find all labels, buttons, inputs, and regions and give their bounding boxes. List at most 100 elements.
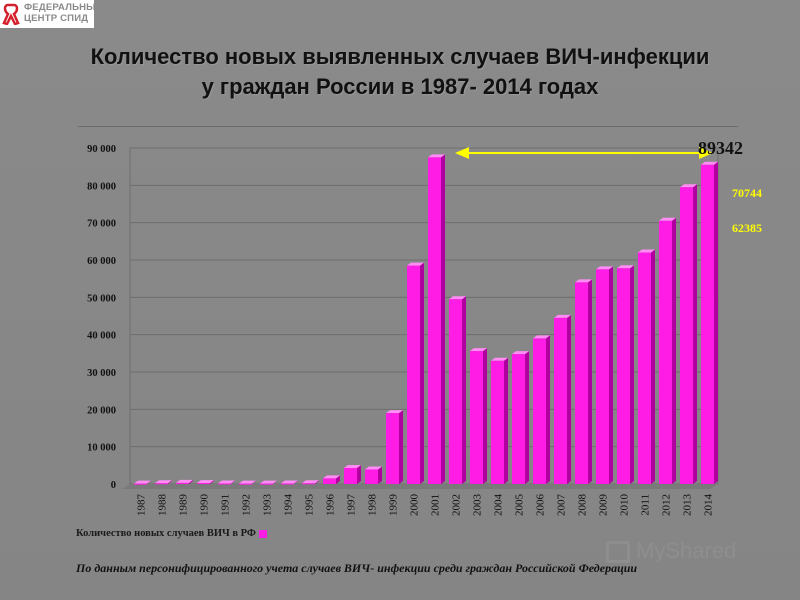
bar-top [259,480,278,484]
bar-side [504,357,509,484]
bar-side [567,314,572,484]
bar-top [616,265,635,269]
y-tick-label: 40 000 [87,331,116,342]
x-tick-label: 2004 [493,494,505,517]
bar [406,265,421,484]
bar-side [252,480,257,484]
y-axis-ticks: 0 10 000 20 000 30 000 40 000 50 000 60 000 70 … [87,144,116,491]
bar-top [700,161,719,165]
bar-side [294,480,299,484]
bar [364,469,379,484]
source-note: По данным персонифицированного учета слу… [76,561,638,575]
x-tick-label: 2002 [451,494,463,516]
bars [133,154,719,485]
title-line1: Количество новых выявленных случаев ВИЧ-… [90,44,710,69]
bar [280,483,295,485]
bar [427,157,442,485]
bar-top [385,410,404,414]
bar-top [658,217,677,221]
x-tick-label: 2012 [661,494,673,516]
bar-top [679,184,698,188]
bar-side [588,279,593,484]
bar-side [693,184,698,484]
bar-side [483,348,488,484]
bar [595,269,610,484]
annotations: 89342 70744 62385 [455,138,762,235]
bar-top [532,335,551,339]
x-tick-label: 2014 [703,494,715,517]
watermark-icon [606,541,630,564]
bar [259,483,274,485]
logo-text: ФЕДЕРАЛЬНЫЙ ЦЕНТР СПИД [24,2,103,24]
x-tick-label: 1989 [178,494,190,517]
bar [616,268,631,484]
y-tick-label: 50 000 [87,293,116,304]
bar-side [462,296,467,484]
bar-side [525,351,530,484]
bar-top [364,466,383,470]
bar-top [343,464,362,468]
bar [301,483,316,485]
x-tick-label: 2013 [682,494,694,517]
bar-top [553,314,572,318]
bar-side [420,262,425,484]
bar [574,282,589,484]
x-tick-label: 1996 [325,494,337,517]
bar-top [490,357,509,361]
title-divider [78,126,738,127]
bar-top [469,348,488,352]
bar [133,483,148,485]
bar-top [217,480,236,484]
bar-side [630,265,635,484]
bar-side [672,217,677,485]
bar [448,299,463,484]
x-tick-label: 2005 [514,494,526,517]
x-tick-label: 1991 [220,494,232,516]
bar-top [574,279,593,283]
logo: ФЕДЕРАЛЬНЫЙ ЦЕНТР СПИД [0,0,103,28]
red-ribbon-icon [2,3,20,25]
y-tick-label: 30 000 [87,368,116,379]
bar [154,483,169,485]
bar [322,478,337,484]
bar [238,483,253,485]
bar [217,483,232,485]
bar-top [154,480,173,484]
bar-top [322,475,341,479]
y-tick-label: 70 000 [87,219,116,230]
side-value-label: 70744 [732,186,762,200]
bar-top [595,266,614,270]
bar-top [175,479,194,483]
bar-top [637,249,656,253]
bar [637,252,652,484]
bar-top [448,296,467,300]
y-tick-label: 60 000 [87,256,116,267]
x-tick-label: 1998 [367,494,379,517]
arrow-head-right [699,147,713,159]
page-title: Количество новых выявленных случаев ВИЧ-… [40,42,760,102]
bar-top [280,480,299,484]
x-tick-label: 1992 [241,494,253,516]
x-tick-label: 2001 [430,494,442,516]
bar-top [238,480,257,484]
bar-side [189,479,194,484]
x-tick-label: 1999 [388,494,400,517]
bar-top [133,480,152,484]
bar-top [427,154,446,158]
watermark: MyShared [606,538,736,564]
bar [679,187,694,484]
bar [532,338,547,484]
bar-side [651,249,656,484]
bar-side [231,480,236,484]
bar-side [441,154,446,485]
x-tick-label: 2007 [556,494,568,517]
x-tick-label: 1990 [199,494,211,517]
bar [196,483,211,485]
legend-label: Количество новых случаев ВИЧ в РФ [76,528,256,539]
y-tick-label: 90 000 [87,144,116,155]
bar-side [399,410,404,484]
bar-side [546,335,551,484]
bar [469,351,484,484]
bar-side [315,480,320,484]
watermark-text: MyShared [636,538,737,563]
